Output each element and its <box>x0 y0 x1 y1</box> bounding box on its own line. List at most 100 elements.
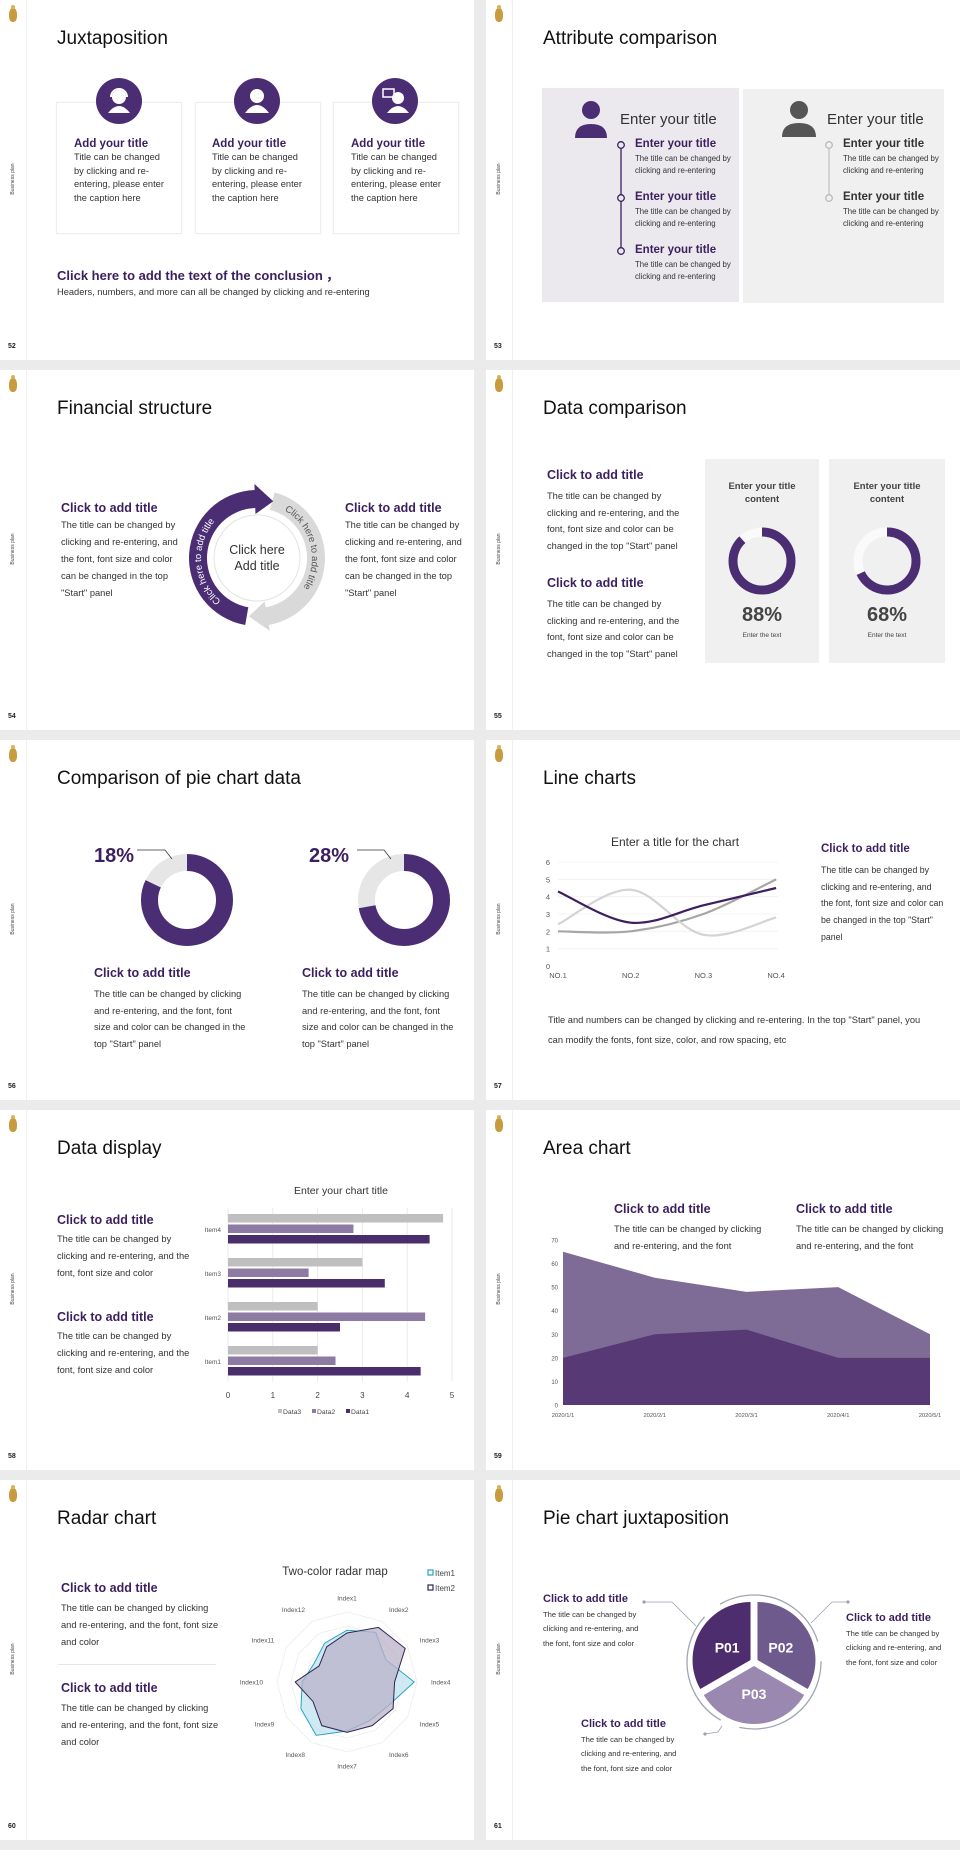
pie-segment <box>757 1602 816 1689</box>
legend-label: Item2 <box>435 1584 456 1593</box>
center-text-line1: Click here <box>229 543 285 557</box>
attribute-panel-left <box>542 88 739 302</box>
stat-title: Enter your title content <box>853 481 921 505</box>
slide-title[interactable]: Financial structure <box>57 398 213 419</box>
donut-charts <box>728 527 921 595</box>
slide-60[interactable]: Business plan 60 Radar chart Click to ad… <box>0 1480 474 1840</box>
stat-value: 88% <box>741 604 783 626</box>
bar <box>228 1214 444 1223</box>
item-body: The title can be changed by clicking and… <box>635 207 731 228</box>
segment-label: P01 <box>715 1640 740 1656</box>
slide-61[interactable]: Business plan 61 Pie chart juxtaposition… <box>486 1480 960 1840</box>
block-title: Click to add title <box>61 501 158 515</box>
y-tick-label: 40 <box>551 1309 558 1315</box>
donut-value-arc <box>728 527 796 595</box>
block-title: Click to add title <box>581 1718 666 1730</box>
slide-52[interactable]: Business plan 52 Juxtaposition Add your … <box>0 0 474 360</box>
item-title: Enter your title <box>635 244 717 256</box>
center-circle[interactable] <box>213 514 301 602</box>
area-series <box>563 1329 930 1405</box>
y-tick-label: 2 <box>546 927 550 936</box>
divider-line <box>58 1664 216 1665</box>
slide-title[interactable]: Comparison of pie chart data <box>57 768 301 789</box>
divider <box>512 370 513 730</box>
person-chat-icon <box>372 78 418 124</box>
slide-53[interactable]: Business plan 53 Attribute comparison En… <box>486 0 960 360</box>
slide-57[interactable]: Business plan 57 Line charts Enter a tit… <box>486 740 960 1100</box>
y-tick-label: 0 <box>555 1404 559 1410</box>
block-body: The title can be changed by clicking and… <box>821 865 944 942</box>
donut-main-arc <box>358 854 450 946</box>
legend-swatch <box>346 1409 350 1413</box>
stat-panel <box>829 459 945 663</box>
pie-segment <box>703 1666 805 1724</box>
category-label: Item1 <box>205 1359 222 1366</box>
pie-segment <box>692 1602 751 1689</box>
axis-label: Index3 <box>420 1638 440 1645</box>
slide-title[interactable]: Attribute comparison <box>543 28 718 49</box>
axis-label: Index12 <box>282 1607 306 1614</box>
bar <box>228 1312 426 1321</box>
bar <box>228 1268 309 1277</box>
radar-grid <box>276 1611 418 1753</box>
slide-title[interactable]: Radar chart <box>57 1508 157 1529</box>
legend-swatch <box>427 1569 434 1576</box>
block-body: The title can be changed by clicking and… <box>94 989 246 1050</box>
connector-dot <box>642 1600 646 1604</box>
headset-person-icon <box>96 78 142 124</box>
axis-label: Index7 <box>337 1764 357 1771</box>
bar <box>228 1323 340 1332</box>
x-tick-label: 1 <box>271 1391 276 1400</box>
page-number: 58 <box>8 1453 16 1460</box>
block-body: The title can be changed by clicking and… <box>61 1603 219 1647</box>
slide-title[interactable]: Area chart <box>543 1138 631 1159</box>
y-tick-label: 3 <box>546 910 550 919</box>
block-title: Click to add title <box>796 1202 893 1216</box>
slide-58[interactable]: Business plan 58 Data display Click to a… <box>0 1110 474 1470</box>
logo-icon <box>9 375 17 392</box>
stat-panel <box>705 459 819 663</box>
divider <box>26 370 27 730</box>
logo-icon <box>495 1485 503 1502</box>
bar-chart: 0 1 2 3 4 5 Item1 Item2 Item3 Item4 Data3 Data2 Data… <box>205 1208 455 1416</box>
y-tick-label: 10 <box>551 1380 558 1386</box>
radar-chart: Index1 Index2 Index3 Index4 Index5 Index6 Inde… <box>240 1569 456 1771</box>
slide-55[interactable]: Business plan 55 Data comparison Click t… <box>486 370 960 730</box>
item-title: Enter your title <box>635 191 717 203</box>
slide-title[interactable]: Data comparison <box>543 398 687 419</box>
block-body: The title can be changed by clicking and… <box>796 1224 944 1251</box>
item-title: Enter your title <box>843 191 925 203</box>
category-label: Item3 <box>205 1271 222 1278</box>
page-number: 53 <box>494 343 502 350</box>
slide-54[interactable]: Business plan 54 Financial structure Cli… <box>0 370 474 730</box>
x-tick-label: 2020/2/1 <box>643 1413 666 1419</box>
chart-title: Enter a title for the chart <box>610 835 740 849</box>
x-tick-label: 2 <box>315 1391 320 1400</box>
connector-dot <box>846 1600 850 1604</box>
block-body: The title can be changed by clicking and… <box>345 520 462 598</box>
item-body: The title can be changed by clicking and… <box>635 154 731 175</box>
divider <box>26 1110 27 1470</box>
slide-59[interactable]: Business plan 59 Area chart 0 10 20 30 40 50 6… <box>486 1110 960 1470</box>
block-title: Click to add title <box>57 1213 154 1227</box>
legend-label: Data3 <box>283 1409 301 1416</box>
slide-title[interactable]: Pie chart juxtaposition <box>543 1508 729 1529</box>
outer-cycle-ring <box>686 1594 822 1730</box>
card-title: Add your title <box>351 138 426 150</box>
logo-icon <box>495 745 503 762</box>
slide-title[interactable]: Juxtaposition <box>57 28 168 49</box>
slide-title[interactable]: Data display <box>57 1138 162 1159</box>
slide-title[interactable]: Line charts <box>543 768 636 789</box>
logo-icon <box>9 1115 17 1132</box>
x-tick-label: 2020/3/1 <box>735 1413 758 1419</box>
block-title: Click to add title <box>614 1202 711 1216</box>
x-tick-label: NO.4 <box>767 971 785 980</box>
bar <box>228 1356 336 1365</box>
axis-label: Index6 <box>389 1752 409 1759</box>
block-title: Click to add title <box>94 966 191 980</box>
purple-arrow <box>188 484 274 625</box>
x-tick-label: 0 <box>226 1391 231 1400</box>
legend-swatch <box>312 1409 316 1413</box>
slide-56[interactable]: Business plan 56 Comparison of pie chart… <box>0 740 474 1100</box>
x-tick-label: NO.2 <box>622 971 640 980</box>
